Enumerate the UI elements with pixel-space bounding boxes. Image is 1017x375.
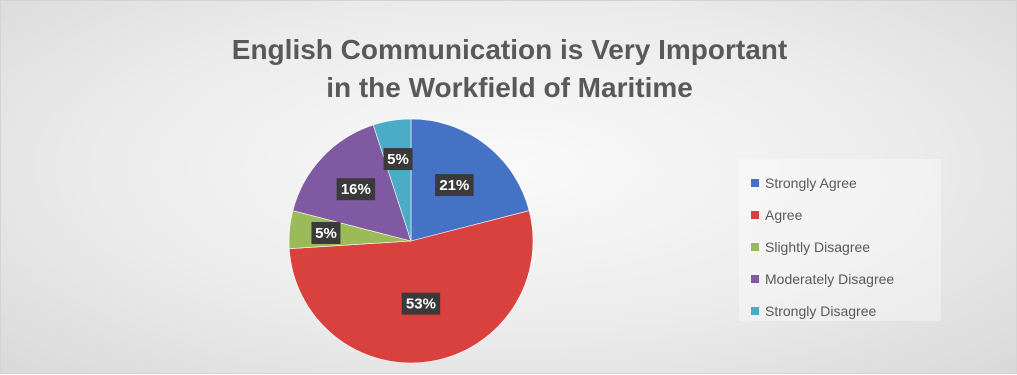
legend-item-slightly-disagree: Slightly Disagree — [739, 231, 941, 263]
data-label-box-slightly-disagree — [311, 221, 341, 244]
data-label-box-strongly-agree — [435, 174, 474, 197]
data-label-text-slightly-disagree: 5% — [315, 225, 337, 242]
data-label-text-agree: 53% — [406, 296, 436, 313]
legend-label-moderately-disagree: Moderately Disagree — [765, 271, 895, 287]
legend-label-slightly-disagree: Slightly Disagree — [765, 239, 871, 255]
legend-label-agree: Agree — [765, 207, 803, 223]
legend-label-strongly-agree: Strongly Agree — [765, 175, 857, 191]
data-label-agree: 53% — [401, 292, 441, 315]
data-label-moderately-disagree: 16% — [336, 178, 376, 201]
legend-label-strongly-disagree: Strongly Disagree — [765, 303, 877, 319]
chart-title-line-1: English Communication is Very Important — [231, 34, 788, 65]
data-label-strongly-agree: 21% — [435, 174, 474, 197]
data-label-box-agree — [401, 292, 441, 315]
data-label-text-moderately-disagree: 16% — [341, 181, 371, 198]
chart-title: English Communication is Very Important … — [1, 31, 1017, 107]
legend-item-agree: Agree — [739, 199, 941, 231]
legend-swatch-slightly-disagree — [751, 243, 759, 251]
legend-swatch-moderately-disagree — [751, 275, 759, 283]
chart-title-line-2: in the Workfield of Maritime — [326, 72, 693, 103]
legend-swatch-agree — [751, 211, 759, 219]
data-label-box-strongly-disagree — [383, 148, 413, 171]
legend-item-strongly-disagree: Strongly Disagree — [739, 295, 941, 327]
legend-item-moderately-disagree: Moderately Disagree — [739, 263, 941, 295]
data-label-strongly-disagree: 5% — [383, 148, 413, 171]
data-label-box-moderately-disagree — [336, 178, 376, 201]
legend-item-strongly-agree: Strongly Agree — [739, 167, 941, 199]
legend: Strongly Agree Agree Slightly Disagree M… — [739, 159, 941, 321]
pie-slice-agree — [288, 210, 534, 364]
data-label-text-strongly-agree: 21% — [439, 177, 469, 194]
data-label-text-strongly-disagree: 5% — [387, 151, 409, 168]
data-label-slightly-disagree: 5% — [311, 221, 341, 244]
legend-swatch-strongly-agree — [751, 179, 759, 187]
legend-swatch-strongly-disagree — [751, 307, 759, 315]
